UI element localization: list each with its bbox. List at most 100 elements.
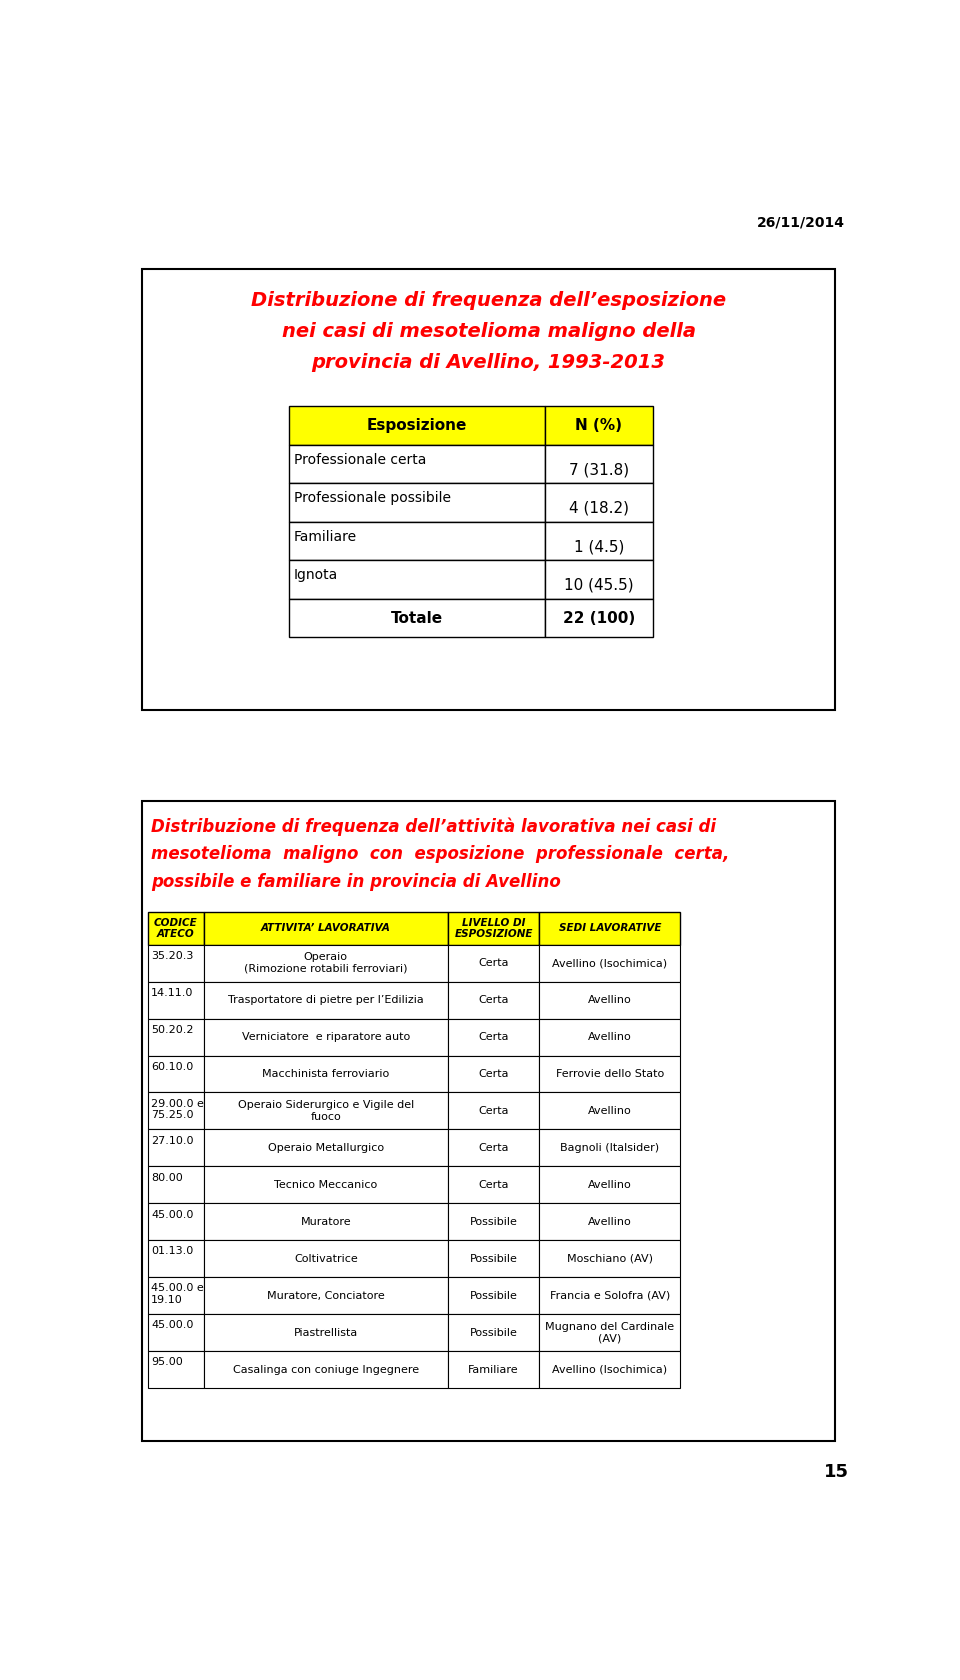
Text: 45.00.0: 45.00.0	[151, 1320, 193, 1331]
Text: 35.20.3: 35.20.3	[151, 951, 193, 961]
Text: Avellino: Avellino	[588, 995, 632, 1005]
FancyBboxPatch shape	[540, 1240, 681, 1277]
FancyBboxPatch shape	[544, 561, 653, 600]
FancyBboxPatch shape	[148, 1351, 204, 1388]
FancyBboxPatch shape	[289, 407, 544, 445]
FancyBboxPatch shape	[204, 981, 447, 1018]
Text: Tecnico Meccanico: Tecnico Meccanico	[275, 1179, 377, 1189]
FancyBboxPatch shape	[289, 522, 544, 561]
Text: 45.00.0: 45.00.0	[151, 1210, 193, 1220]
FancyBboxPatch shape	[148, 981, 204, 1018]
Text: Verniciatore  e riparatore auto: Verniciatore e riparatore auto	[242, 1032, 410, 1042]
FancyBboxPatch shape	[204, 1314, 447, 1351]
Text: 4 (18.2): 4 (18.2)	[569, 501, 629, 516]
FancyBboxPatch shape	[204, 912, 447, 944]
Text: LIVELLO DI
ESPOSIZIONE: LIVELLO DI ESPOSIZIONE	[454, 917, 533, 939]
FancyBboxPatch shape	[544, 407, 653, 445]
Text: Certa: Certa	[478, 958, 509, 968]
FancyBboxPatch shape	[447, 912, 540, 944]
FancyBboxPatch shape	[447, 944, 540, 981]
Text: Familiare: Familiare	[294, 529, 357, 544]
FancyBboxPatch shape	[447, 1277, 540, 1314]
Text: Totale: Totale	[391, 610, 443, 625]
Text: CODICE
ATECO: CODICE ATECO	[154, 917, 198, 939]
Text: 50.20.2: 50.20.2	[151, 1025, 194, 1035]
Text: 95.00: 95.00	[151, 1357, 182, 1368]
FancyBboxPatch shape	[447, 1092, 540, 1129]
Text: 10 (45.5): 10 (45.5)	[564, 578, 634, 593]
FancyBboxPatch shape	[447, 1351, 540, 1388]
FancyBboxPatch shape	[540, 912, 681, 944]
Text: Avellino (Isochimica): Avellino (Isochimica)	[552, 958, 667, 968]
FancyBboxPatch shape	[204, 1240, 447, 1277]
Text: Certa: Certa	[478, 1068, 509, 1079]
FancyBboxPatch shape	[148, 944, 204, 981]
Text: Distribuzione di frequenza dell’esposizione: Distribuzione di frequenza dell’esposizi…	[251, 291, 726, 309]
FancyBboxPatch shape	[447, 1240, 540, 1277]
FancyBboxPatch shape	[447, 1203, 540, 1240]
Text: 29.00.0 e
75.25.0: 29.00.0 e 75.25.0	[151, 1099, 204, 1121]
FancyBboxPatch shape	[540, 1314, 681, 1351]
FancyBboxPatch shape	[148, 1240, 204, 1277]
Text: Possibile: Possibile	[469, 1216, 517, 1226]
FancyBboxPatch shape	[289, 484, 544, 522]
Text: Operaio Metallurgico: Operaio Metallurgico	[268, 1142, 384, 1152]
Text: Possibile: Possibile	[469, 1253, 517, 1263]
FancyBboxPatch shape	[204, 1166, 447, 1203]
Text: Avellino: Avellino	[588, 1105, 632, 1116]
Text: 15: 15	[824, 1463, 849, 1482]
FancyBboxPatch shape	[204, 1018, 447, 1055]
FancyBboxPatch shape	[540, 1055, 681, 1092]
FancyBboxPatch shape	[148, 1166, 204, 1203]
Text: Muratore: Muratore	[300, 1216, 351, 1226]
Text: Operaio Siderurgico e Vigile del
fuoco: Operaio Siderurgico e Vigile del fuoco	[238, 1100, 414, 1122]
Text: 1 (4.5): 1 (4.5)	[574, 539, 624, 554]
FancyBboxPatch shape	[148, 1277, 204, 1314]
FancyBboxPatch shape	[544, 600, 653, 637]
FancyBboxPatch shape	[204, 1277, 447, 1314]
FancyBboxPatch shape	[204, 1092, 447, 1129]
Text: Professionale certa: Professionale certa	[294, 452, 426, 467]
FancyBboxPatch shape	[540, 1018, 681, 1055]
Text: N (%): N (%)	[575, 418, 622, 433]
Text: 14.11.0: 14.11.0	[151, 988, 193, 998]
Text: Avellino: Avellino	[588, 1179, 632, 1189]
FancyBboxPatch shape	[447, 1129, 540, 1166]
FancyBboxPatch shape	[540, 1092, 681, 1129]
FancyBboxPatch shape	[204, 1351, 447, 1388]
Text: Possibile: Possibile	[469, 1290, 517, 1300]
Text: Ferrovie dello Stato: Ferrovie dello Stato	[556, 1068, 664, 1079]
FancyBboxPatch shape	[148, 1203, 204, 1240]
Text: Casalinga con coniuge Ingegnere: Casalinga con coniuge Ingegnere	[232, 1364, 419, 1374]
FancyBboxPatch shape	[204, 944, 447, 981]
Text: Familiare: Familiare	[468, 1364, 518, 1374]
Text: Certa: Certa	[478, 1179, 509, 1189]
Text: Francia e Solofra (AV): Francia e Solofra (AV)	[550, 1290, 670, 1300]
Text: Certa: Certa	[478, 1032, 509, 1042]
Text: 80.00: 80.00	[151, 1173, 182, 1183]
Text: 60.10.0: 60.10.0	[151, 1062, 193, 1072]
Text: Operaio
(Rimozione rotabili ferroviari): Operaio (Rimozione rotabili ferroviari)	[244, 953, 407, 974]
FancyBboxPatch shape	[540, 1129, 681, 1166]
FancyBboxPatch shape	[289, 561, 544, 600]
FancyBboxPatch shape	[289, 445, 544, 484]
Text: Piastrellista: Piastrellista	[294, 1327, 358, 1337]
Text: Avellino: Avellino	[588, 1032, 632, 1042]
FancyBboxPatch shape	[447, 1055, 540, 1092]
FancyBboxPatch shape	[148, 1129, 204, 1166]
Text: Possibile: Possibile	[469, 1327, 517, 1337]
FancyBboxPatch shape	[540, 1277, 681, 1314]
FancyBboxPatch shape	[204, 1129, 447, 1166]
FancyBboxPatch shape	[540, 1166, 681, 1203]
FancyBboxPatch shape	[148, 1055, 204, 1092]
FancyBboxPatch shape	[148, 912, 204, 944]
Text: nei casi di mesotelioma maligno della: nei casi di mesotelioma maligno della	[281, 321, 695, 341]
Text: Certa: Certa	[478, 1105, 509, 1116]
Text: Certa: Certa	[478, 1142, 509, 1152]
Text: Ignota: Ignota	[294, 568, 338, 581]
FancyBboxPatch shape	[289, 600, 544, 637]
Text: ATTIVITA’ LAVORATIVA: ATTIVITA’ LAVORATIVA	[261, 924, 391, 934]
FancyBboxPatch shape	[540, 981, 681, 1018]
FancyBboxPatch shape	[540, 944, 681, 981]
Text: possibile e familiare in provincia di Avellino: possibile e familiare in provincia di Av…	[151, 874, 561, 890]
